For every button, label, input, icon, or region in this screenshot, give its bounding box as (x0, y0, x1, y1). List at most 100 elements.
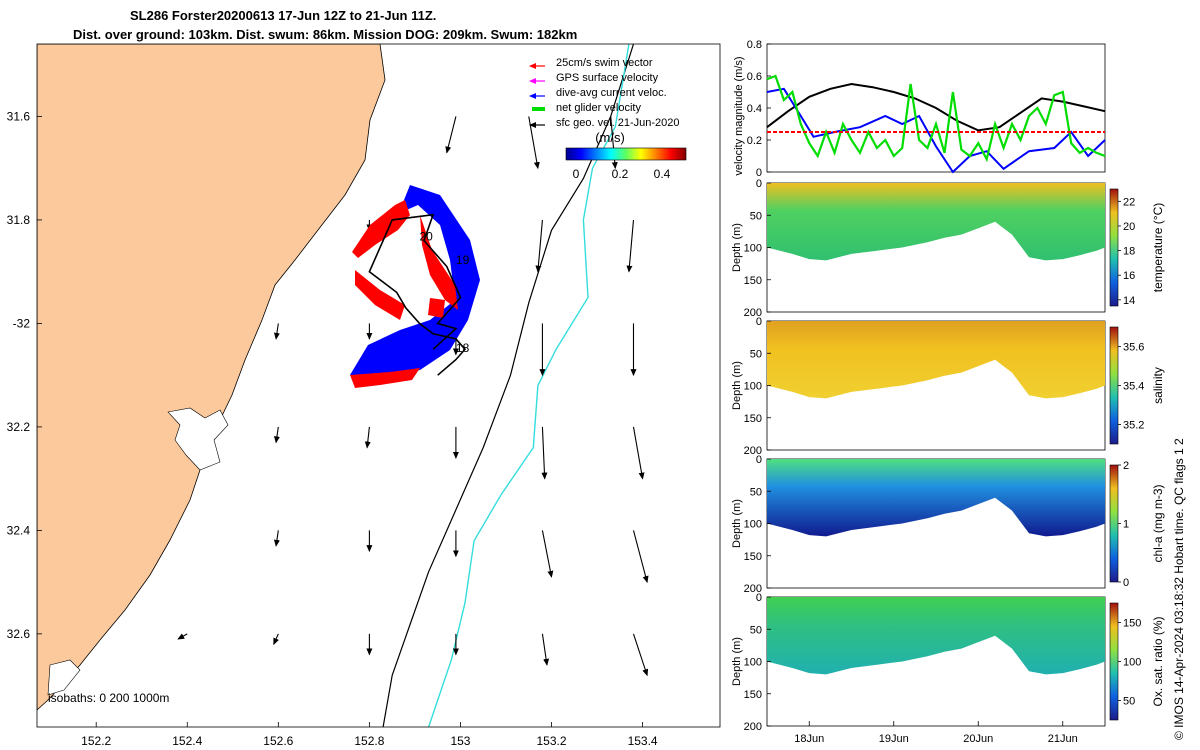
time-axis: 18Jun 19Jun 20Jun 21Jun (794, 721, 1078, 745)
isobath-1000m (427, 44, 630, 727)
map-x-tick-label: 152.6 (263, 734, 293, 748)
colorbar-label-oxygen: Ox. sat. ratio (%) (1151, 616, 1165, 706)
map-x-tick-label: 152.4 (172, 734, 202, 748)
section-y-tick-label: 0 (756, 592, 762, 604)
section-fill-oxygen (767, 597, 1105, 675)
section-y-tick-label: 100 (744, 519, 762, 531)
colorbar-tick-label: 0 (1123, 577, 1129, 589)
colorbar-tick-label: 100 (1123, 657, 1141, 669)
colorbar-label-chl-a: chl-a (mg m-3) (1151, 484, 1165, 562)
colorbar-tick-label: 16 (1123, 270, 1135, 282)
geo-vector-arrow (632, 633, 649, 677)
section-y-tick-label: 50 (750, 348, 762, 360)
map-x-tick-label: 153.4 (628, 734, 658, 748)
map-legend: 25cm/s swim vector GPS surface velocity … (529, 57, 687, 181)
map-x-tick-label: 152.2 (81, 734, 111, 748)
map-x-tick-label: 153 (450, 734, 470, 748)
section-colorbar (1109, 602, 1119, 721)
colorbar-tick-label: 18 (1123, 246, 1135, 258)
map-y-axis: 31.6 31.8 -32 32.2 32.4 32.6 (7, 109, 42, 641)
velocity-y-tick-label: 0.8 (747, 39, 762, 51)
colorbar-tick-1: 0.2 (612, 167, 629, 181)
velocity-line-sfc-geo-vel- (766, 82, 1106, 132)
section-fill-salinity (767, 321, 1105, 399)
section-panel-temperature: 0 50 100 150 200 Depth (m) 14 16 18 20 22 temperatu… (731, 178, 1165, 319)
velocity-ylabel: velocity magnitude (m/s) (733, 56, 745, 175)
section-y-tick-label: 100 (744, 243, 762, 255)
map-x-axis: 152.2 152.4 152.6 152.8 153 153.2 153.4 (81, 722, 658, 748)
colorbar-tick-label: 50 (1123, 696, 1135, 708)
section-ylabel: Depth (m) (731, 223, 743, 272)
section-y-tick-label: 150 (744, 551, 762, 563)
velocity-y-tick-label: 0.2 (747, 135, 762, 147)
map-y-tick-label: 32.4 (7, 523, 31, 537)
legend-gps-velocity: GPS surface velocity (556, 72, 659, 84)
geo-vector-arrow (273, 530, 280, 547)
velocity-line-dive-avg-current (766, 87, 1106, 174)
section-y-tick-label: 50 (750, 624, 762, 636)
map-x-tick-label: 153.2 (537, 734, 567, 748)
time-tick-label: 20Jun (963, 733, 993, 745)
colorbar-tick-label: 2 (1123, 460, 1129, 472)
colorbar-tick-label: 1 (1123, 519, 1129, 531)
section-fill-temperature (767, 183, 1105, 261)
glider-track-line (368, 213, 467, 376)
section-colorbar (1109, 326, 1119, 445)
time-tick-label: 19Jun (879, 733, 909, 745)
section-ylabel: Depth (m) (731, 361, 743, 410)
figure-title-line1: SL286 Forster20200613 17-Jun 12Z to 21-J… (130, 8, 437, 23)
map-y-tick-label: -32 (13, 316, 31, 330)
section-y-tick-label: 0 (756, 454, 762, 466)
legend-swim-vector: 25cm/s swim vector (556, 57, 653, 69)
geo-vector-arrow (364, 426, 371, 449)
legend-geo-velocity: sfc geo. vel. 21-Jun-2020 (556, 117, 680, 129)
section-ylabel: Depth (m) (731, 637, 743, 686)
section-y-tick-label: 200 (744, 721, 762, 733)
day-labels: 20 19 18 (419, 230, 469, 355)
geo-vector-arrow (541, 633, 550, 666)
swim-vector-ribbon (350, 200, 458, 388)
geo-vector-arrow (273, 323, 280, 340)
colorbar-label-temperature: temperature (°C) (1151, 203, 1165, 293)
velocity-series (766, 74, 1106, 174)
section-y-tick-label: 50 (750, 486, 762, 498)
section-y-tick-label: 0 (756, 178, 762, 190)
legend-net-glider: net glider velocity (556, 102, 641, 114)
map-x-tick-label: 152.8 (354, 734, 384, 748)
day-label: 18 (456, 341, 470, 355)
colorbar-tick-label: 14 (1123, 295, 1135, 307)
colorbar-unit: (m/s) (595, 130, 625, 145)
section-y-tick-label: 150 (744, 413, 762, 425)
estuary-inlet (47, 659, 81, 696)
glider-swim-ribbons (350, 185, 480, 388)
day-label: 20 (419, 230, 433, 244)
colorbar-tick-0: 0 (573, 167, 580, 181)
section-y-tick-label: 200 (744, 445, 762, 457)
section-y-tick-label: 150 (744, 275, 762, 287)
isobaths (382, 44, 635, 727)
colorbar-tick-label: 35.2 (1123, 420, 1144, 432)
velocity-y-tick-label: 0.4 (747, 103, 762, 115)
velocity-y-tick-label: 0.6 (747, 71, 762, 83)
geo-vector-arrow (177, 633, 188, 640)
time-tick-label: 18Jun (794, 733, 824, 745)
colorbar-tick-label: 22 (1123, 196, 1135, 208)
section-colorbar (1109, 464, 1119, 583)
section-panel-salinity: 0 50 100 150 200 Depth (m) 35.2 35.4 35.6 salinit… (731, 316, 1165, 457)
map-y-tick-label: 32.6 (7, 627, 31, 641)
map-y-tick-label: 31.8 (7, 213, 31, 227)
section-y-tick-label: 200 (744, 583, 762, 595)
section-y-tick-label: 100 (744, 657, 762, 669)
velocity-y-tick-label: 0 (756, 167, 762, 179)
colorbar-tick-label: 35.4 (1123, 381, 1144, 393)
colorbar-tick-label: 150 (1123, 618, 1141, 630)
section-panel-chl-a: 0 50 100 150 200 Depth (m) 0 1 2 chl-a (mg m-3) (731, 454, 1165, 595)
isobaths-label: isobaths: 0 200 1000m (48, 691, 169, 705)
section-y-tick-label: 0 (756, 316, 762, 328)
velocity-line-net-glider-velocity (766, 74, 1106, 163)
geo-vector-arrow (632, 426, 645, 480)
geo-vector-arrow (535, 219, 543, 273)
geo-vector-arrow (273, 426, 280, 444)
